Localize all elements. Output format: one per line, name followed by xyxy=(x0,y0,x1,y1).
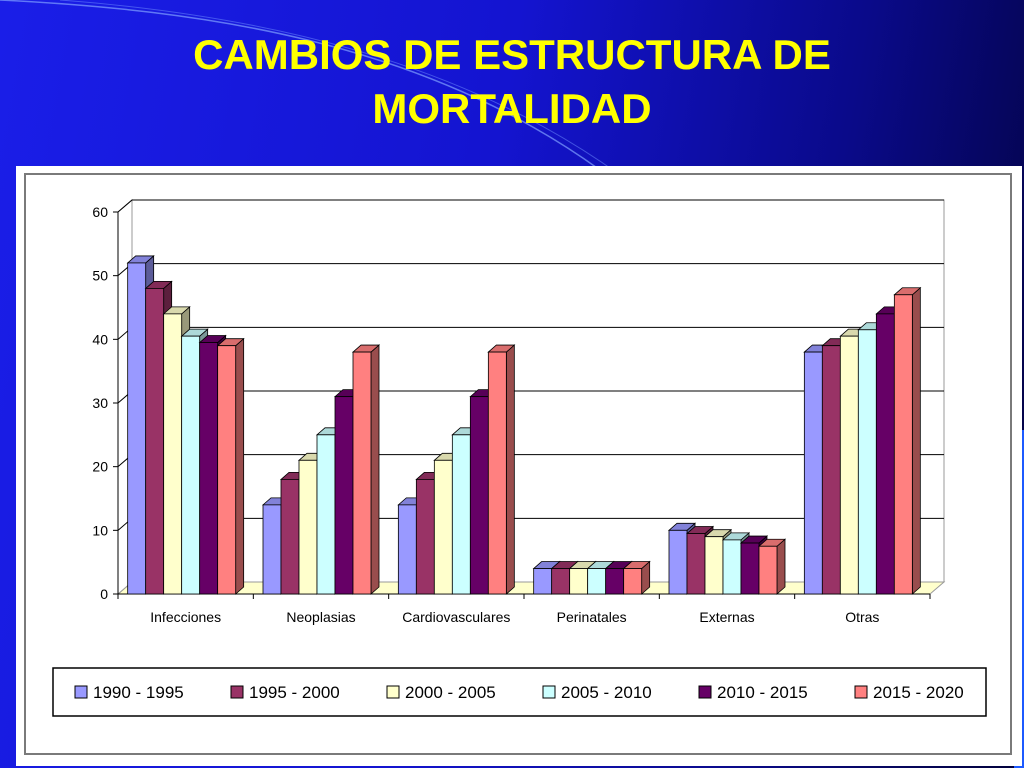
bar xyxy=(821,345,841,595)
bar xyxy=(334,396,354,595)
bar xyxy=(199,342,219,595)
y-tick-label: 40 xyxy=(92,331,108,347)
bar xyxy=(352,351,372,595)
bar xyxy=(857,329,877,595)
bar xyxy=(875,313,895,595)
slide-title-line-2: MORTALIDAD xyxy=(372,85,652,132)
y-tick-label: 50 xyxy=(92,268,108,284)
legend-swatch xyxy=(74,685,88,699)
x-tick-label: Otras xyxy=(845,609,879,625)
bar xyxy=(316,434,336,595)
y-gridline xyxy=(117,199,944,213)
bar-side xyxy=(505,344,515,595)
bar xyxy=(433,459,453,595)
bar-side xyxy=(235,337,245,595)
x-tick-label: Neoplasias xyxy=(286,609,355,625)
bar xyxy=(217,345,237,595)
y-tick-label: 10 xyxy=(92,522,108,538)
bar xyxy=(668,529,688,595)
legend-box xyxy=(52,667,987,717)
legend-label: 2010 - 2015 xyxy=(717,683,808,702)
bar xyxy=(298,459,318,595)
bar-side xyxy=(776,538,786,595)
slide-title-line-1: CAMBIOS DE ESTRUCTURA DE xyxy=(193,31,831,78)
bar xyxy=(487,351,507,595)
bar xyxy=(145,287,165,595)
bar xyxy=(181,335,201,595)
bar xyxy=(262,504,282,595)
legend-swatch xyxy=(542,685,556,699)
x-tick-label: Infecciones xyxy=(150,609,221,625)
legend-label: 1990 - 1995 xyxy=(93,683,184,702)
legend-label: 1995 - 2000 xyxy=(249,683,340,702)
legend-swatch xyxy=(230,685,244,699)
legend-label: 2005 - 2010 xyxy=(561,683,652,702)
bar xyxy=(397,504,417,595)
bar xyxy=(839,335,859,595)
legend-label: 2015 - 2020 xyxy=(873,683,964,702)
bar xyxy=(740,542,760,595)
y-tick-label: 20 xyxy=(92,459,108,475)
background-swoosh xyxy=(0,0,621,176)
bar xyxy=(758,545,778,595)
bar xyxy=(469,396,489,595)
legend-swatch xyxy=(698,685,712,699)
bar xyxy=(533,568,553,595)
bar xyxy=(280,478,300,595)
slide-title: CAMBIOS DE ESTRUCTURA DE MORTALIDAD xyxy=(0,28,1024,136)
bar xyxy=(451,434,471,595)
legend-swatch xyxy=(854,685,868,699)
y-tick-label: 30 xyxy=(92,395,108,411)
y-tick-label: 0 xyxy=(100,586,108,602)
x-tick-label: Perinatales xyxy=(557,609,627,625)
bar xyxy=(605,568,625,595)
x-tick-label: Externas xyxy=(699,609,754,625)
bar xyxy=(163,313,183,595)
bar xyxy=(569,568,589,595)
bar xyxy=(623,568,643,595)
bar xyxy=(803,351,823,595)
bar xyxy=(704,536,724,595)
bar xyxy=(686,533,706,595)
bar-side xyxy=(370,344,380,595)
legend-label: 2000 - 2005 xyxy=(405,683,496,702)
bar xyxy=(415,478,435,595)
legend-swatch xyxy=(386,685,400,699)
bar xyxy=(587,568,607,595)
bar-side xyxy=(911,286,921,595)
x-tick-label: Cardiovasculares xyxy=(402,609,510,625)
bar xyxy=(893,294,913,595)
y-tick-label: 60 xyxy=(92,204,108,220)
bar xyxy=(127,262,147,595)
bar xyxy=(551,568,571,595)
bar xyxy=(722,539,742,595)
